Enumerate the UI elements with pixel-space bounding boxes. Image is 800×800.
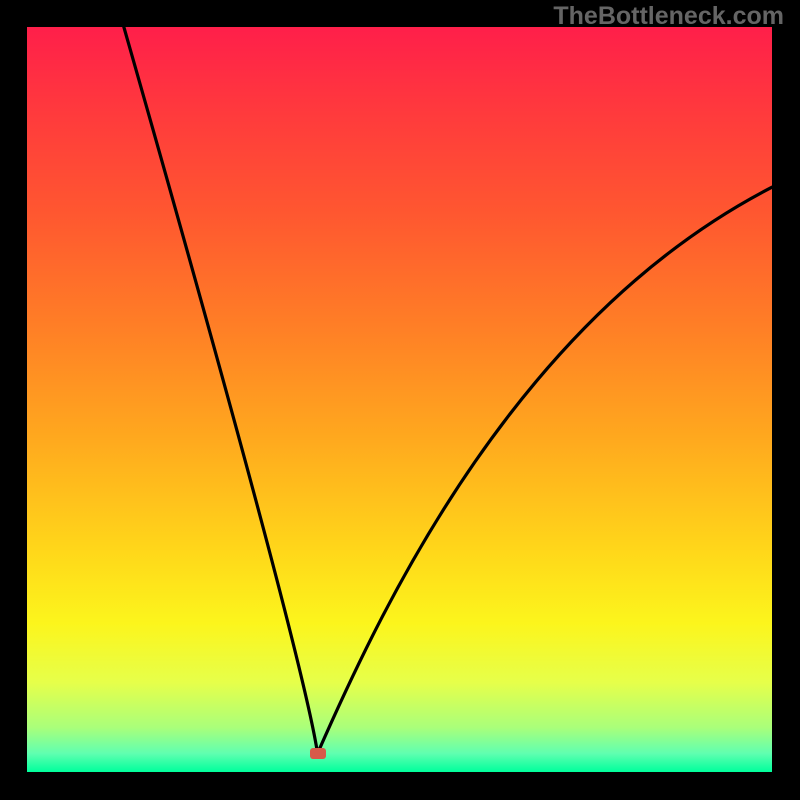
optimal-point-marker [310,748,326,759]
bottleneck-curve [27,27,772,772]
plot-area [27,27,772,772]
watermark-text: TheBottleneck.com [553,2,784,31]
